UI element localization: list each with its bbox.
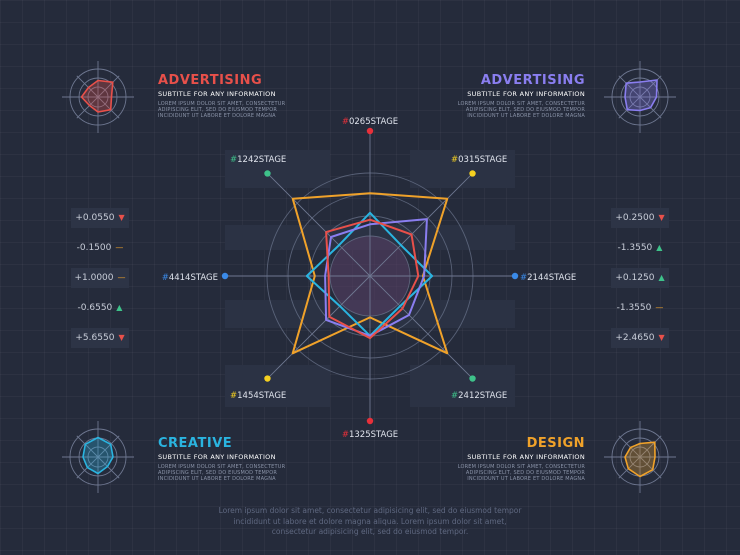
stat-number: +5.6550 [75,333,115,343]
trend-indicator-icon: ▲ [116,303,123,312]
axis-label-text: 2144STAGE [527,273,576,283]
radar-series-3 [325,218,420,340]
axis-label-hash: # [342,117,349,127]
stat-value: -0.6550 ▲ [71,298,129,318]
background-panel [225,150,330,188]
trend-indicator-icon: — [117,273,126,282]
radar-series-2 [324,218,428,337]
trend-indicator-icon: ▼ [118,333,125,342]
corner-body-text: LOREM IPSUM DOLOR SIT AMET, CONSECTETUR … [158,101,286,119]
trend-indicator-icon: ▼ [118,213,125,222]
axis-label-text: 2412STAGE [458,391,507,401]
stat-number: +1.0000 [74,273,114,283]
axis-label: #0315STAGE [451,155,507,165]
axis-label-hash: # [342,430,349,440]
axis-label-hash: # [230,391,237,401]
stat-value: +0.2500 ▼ [611,208,669,228]
axis-label: #1242STAGE [230,155,286,165]
stat-value: +0.1250 ▲ [611,268,669,288]
axis-label-hash: # [162,273,169,283]
mini-radar-creative-icon [62,421,134,493]
axis-label-hash: # [451,155,458,165]
axis-label: #2412STAGE [451,391,507,401]
stat-value: +5.6550 ▼ [71,328,129,348]
axis-end-dot [469,170,476,177]
axis-label-text: 1454STAGE [237,391,286,401]
corner-subtitle: SUBTITLE FOR ANY INFORMATION [467,90,585,98]
trend-indicator-icon: ▼ [658,213,665,222]
corner-body-text: LOREM IPSUM DOLOR SIT AMET, CONSECTETUR … [158,464,286,482]
stat-number: +0.0550 [75,213,115,223]
corner-body-text: LOREM IPSUM DOLOR SIT AMET, CONSECTETUR … [457,464,585,482]
stat-value: -1.3550— [611,298,669,318]
mini-radar-design-icon [604,421,676,493]
axis-end-dot [366,417,374,425]
axis-label-hash: # [230,155,237,165]
trend-indicator-icon: ▼ [658,333,665,342]
radar-spoke [369,275,473,379]
radar-series-0 [291,192,449,355]
corner-title: CREATIVE [158,436,233,451]
stat-value: -0.1500— [71,238,129,258]
corner-title: ADVERTISING [480,73,585,88]
axis-label-text: 1242STAGE [237,155,286,165]
axis-label-text: 4414STAGE [169,273,218,283]
corner-body-text: LOREM IPSUM DOLOR SIT AMET, CONSECTETUR … [457,101,585,119]
axis-label: #1454STAGE [230,391,286,401]
axis-label-text: 0265STAGE [349,117,398,127]
trend-indicator-icon: ▲ [656,243,663,252]
mini-radar-advertising-red-icon [62,61,134,133]
axis-end-dot [221,272,229,280]
stat-number: -0.6550 [77,303,113,313]
stat-value: +0.0550 ▼ [71,208,129,228]
corner-title: DESIGN [526,436,585,451]
corner-block-tr: ADVERTISING SUBTITLE FOR ANY INFORMATION L… [325,73,585,119]
axis-label: #1325STAGE [342,430,398,440]
corner-block-bl: CREATIVE SUBTITLE FOR ANY INFORMATION LORE… [158,436,418,482]
radar-spoke [267,173,371,277]
radar-spoke [369,173,473,277]
background-panel [410,365,515,407]
trend-indicator-icon: ▲ [658,273,665,282]
axis-end-dot [366,127,374,135]
axis-label: #4414STAGE [162,273,218,283]
stat-number: +0.1250 [615,273,655,283]
stat-number: -1.3550 [617,243,653,253]
corner-block-tl: ADVERTISING SUBTITLE FOR ANY INFORMATION L… [158,73,418,119]
axis-end-dot [264,170,271,177]
stat-value: +2.4650 ▼ [611,328,669,348]
corner-subtitle: SUBTITLE FOR ANY INFORMATION [467,453,585,461]
stat-value: -1.3550 ▲ [611,238,669,258]
radar-spoke [267,275,371,379]
mini-radar-advertising-purple-icon [604,61,676,133]
trend-indicator-icon: — [115,243,124,252]
stat-number: -0.1500 [76,243,112,253]
trend-indicator-icon: — [655,303,664,312]
background-panel [225,365,330,407]
axis-end-dot [511,272,519,280]
corner-subtitle: SUBTITLE FOR ANY INFORMATION [158,90,276,98]
corner-block-br: DESIGN SUBTITLE FOR ANY INFORMATION LOREM … [325,436,585,482]
footer-text: Lorem ipsum dolor sit amet, consectetur … [218,506,522,536]
axis-label: #2144STAGE [520,273,576,283]
stat-value: +1.0000— [71,268,129,288]
stat-number: +0.2500 [615,213,655,223]
corner-title: ADVERTISING [158,73,263,88]
corner-subtitle: SUBTITLE FOR ANY INFORMATION [158,453,276,461]
stat-number: +2.4650 [615,333,655,343]
stat-number: -1.3550 [616,303,652,313]
axis-label-hash: # [520,273,527,283]
axis-end-dot [264,375,271,382]
axis-label-hash: # [451,391,458,401]
background-panel [410,150,515,188]
axis-label-text: 1325STAGE [349,430,398,440]
axis-label: #0265STAGE [342,117,398,127]
axis-label-text: 0315STAGE [458,155,507,165]
axis-end-dot [469,375,476,382]
